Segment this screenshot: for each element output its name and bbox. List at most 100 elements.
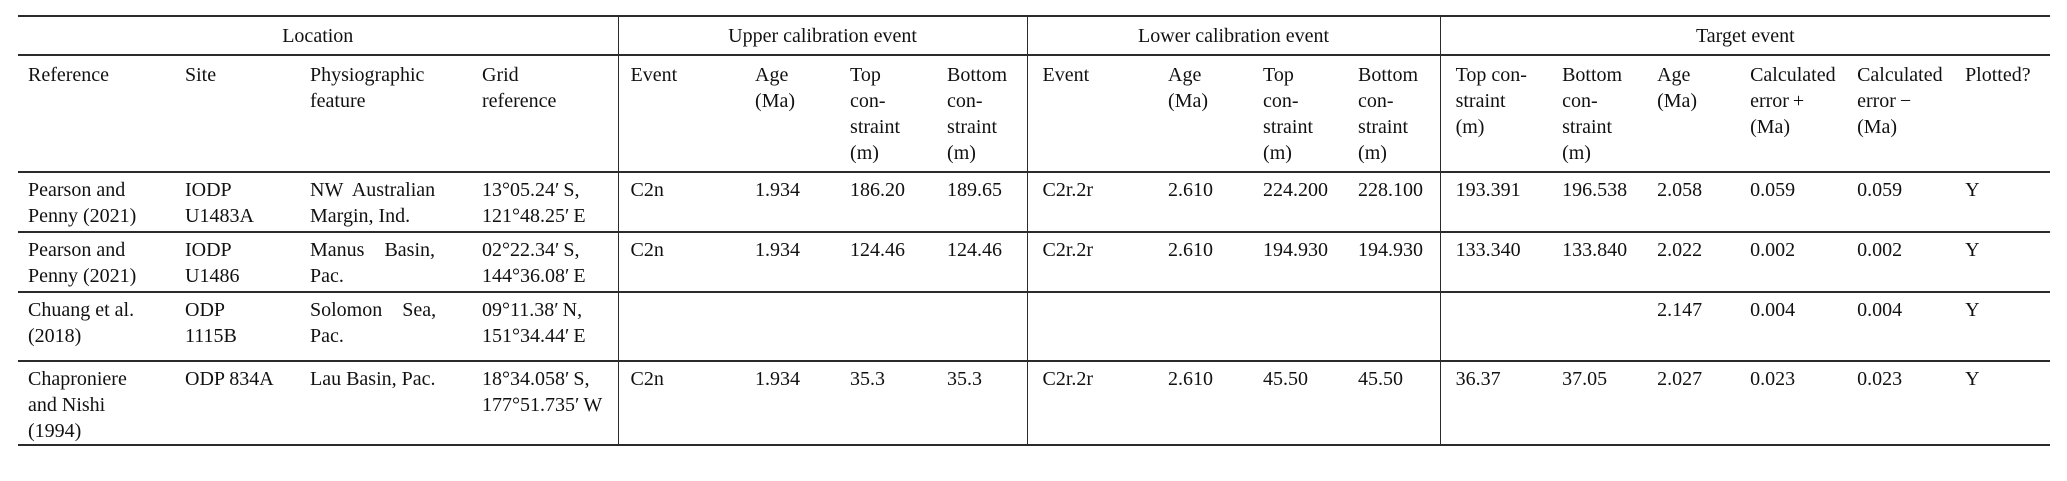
cell-lower-bottom-constraint: 194.930 (1358, 232, 1441, 292)
cell-lower-age (1168, 292, 1263, 361)
col-header-calculated-error-minus: Calculated error − (Ma) (1857, 64, 1943, 138)
cell-upper-bottom-constraint: 124.46 (947, 232, 1028, 292)
cell-upper-age: 1.934 (755, 368, 801, 390)
cell-upper-top-constraint: 35.3 (850, 368, 886, 390)
cell-physiographic-feature: Manus Basin, Pac. (310, 239, 435, 287)
col-header-upper-age: Age (Ma) (755, 64, 796, 112)
col-header-upper-top-constraint: Top con- straint (m) (850, 64, 901, 164)
cell-lower-bottom-constraint: 45.50 (1358, 361, 1441, 445)
cell-target-age: 2.022 (1657, 239, 1703, 261)
table-row: Pearson and Penny (2021) IODP U1483A NW … (18, 172, 2051, 232)
cell-upper-top-constraint: 186.20 (850, 179, 906, 201)
cell-grid-reference: 13°05.24′ S, 121°48.25′ E (482, 172, 619, 232)
cell-reference: Chuang et al. (2018) (28, 299, 135, 347)
table-row: Pearson and Penny (2021) IODP U1486 Manu… (18, 232, 2051, 292)
cell-upper-event: C2n (630, 368, 664, 390)
col-header-target-top-constraint: Top con- straint (m) (1455, 64, 1527, 138)
cell-reference: Pearson and Penny (2021) (28, 239, 137, 287)
cell-lower-age: 2.610 (1168, 179, 1214, 201)
cell-lower-event: C2r.2r (1042, 368, 1094, 390)
table-row: Chuang et al. (2018) ODP 1115B Solomon S… (18, 292, 2051, 361)
cell-grid-reference: 09°11.38′ N, 151°34.44′ E (482, 292, 619, 361)
cell-calculated-error-minus: 0.004 (1857, 299, 1903, 321)
col-header-target-bottom-constraint: Bottom con- straint (m) (1562, 64, 1623, 164)
cell-lower-age: 2.610 (1168, 239, 1214, 261)
cell-plotted: Y (1965, 368, 1980, 390)
cell-calculated-error-plus: 0.059 (1750, 179, 1796, 201)
col-header-upper-bottom-constraint: Bottom con- straint (m) (947, 55, 1028, 172)
cell-target-age: 2.027 (1657, 368, 1703, 390)
cell-target-top-constraint: 36.37 (1455, 368, 1501, 390)
cell-calculated-error-minus: 0.002 (1857, 239, 1903, 261)
cell-lower-bottom-constraint: 228.100 (1358, 172, 1441, 232)
cell-target-top-constraint: 193.391 (1455, 179, 1521, 201)
group-header-location: Location (18, 16, 619, 55)
cell-grid-reference: 02°22.34′ S, 144°36.08′ E (482, 232, 619, 292)
cell-target-top-constraint (1440, 292, 1562, 361)
cell-upper-event (618, 292, 755, 361)
cell-upper-top-constraint (850, 292, 947, 361)
cell-reference: Pearson and Penny (2021) (28, 179, 137, 227)
cell-calculated-error-minus: 0.059 (1857, 179, 1903, 201)
cell-target-bottom-constraint: 133.840 (1562, 239, 1628, 261)
cell-upper-bottom-constraint (947, 292, 1028, 361)
cell-plotted: Y (1965, 239, 1980, 261)
cell-target-bottom-constraint: 37.05 (1562, 368, 1608, 390)
group-header-row: Location Upper calibration event Lower c… (18, 16, 2051, 55)
cell-upper-top-constraint: 124.46 (850, 239, 906, 261)
col-header-lower-age: Age (Ma) (1168, 64, 1209, 112)
cell-lower-event (1027, 292, 1168, 361)
cell-upper-age: 1.934 (755, 239, 801, 261)
cell-calculated-error-minus: 0.023 (1857, 368, 1903, 390)
calibration-events-table: Location Upper calibration event Lower c… (18, 15, 2051, 446)
cell-site: IODP U1486 (185, 239, 240, 287)
col-header-physiographic-feature: Physiographic feature (310, 64, 425, 112)
cell-upper-bottom-constraint: 35.3 (947, 361, 1028, 445)
cell-target-top-constraint: 133.340 (1455, 239, 1521, 261)
cell-plotted: Y (1965, 179, 1980, 201)
cell-lower-top-constraint: 194.930 (1263, 239, 1329, 261)
cell-site: ODP 834A (185, 368, 274, 390)
col-header-lower-event: Event (1042, 64, 1090, 86)
cell-calculated-error-plus: 0.002 (1750, 239, 1796, 261)
cell-target-bottom-constraint (1562, 292, 1657, 361)
group-header-upper-calibration-event: Upper calibration event (618, 16, 1028, 55)
col-header-site: Site (185, 64, 217, 86)
cell-lower-event: C2r.2r (1042, 179, 1094, 201)
col-header-upper-event: Event (630, 64, 678, 86)
col-header-grid-reference: Grid reference (482, 55, 619, 172)
cell-site: ODP 1115B (185, 299, 237, 347)
cell-reference: Chaproniere and Nishi (1994) (28, 368, 127, 442)
cell-calculated-error-plus: 0.004 (1750, 299, 1796, 321)
col-header-lower-top-constraint: Top con- straint (m) (1263, 64, 1314, 164)
table-row: Chaproniere and Nishi (1994) ODP 834A La… (18, 361, 2051, 445)
cell-target-age: 2.147 (1657, 299, 1703, 321)
group-header-lower-calibration-event: Lower calibration event (1027, 16, 1441, 55)
col-header-target-age: Age (Ma) (1657, 64, 1698, 112)
col-header-reference: Reference (28, 64, 110, 86)
cell-lower-top-constraint (1263, 292, 1358, 361)
cell-lower-bottom-constraint (1358, 292, 1441, 361)
col-header-calculated-error-plus: Calculated error + (Ma) (1750, 64, 1836, 138)
cell-physiographic-feature: Lau Basin, Pac. (310, 368, 436, 390)
column-header-row: Reference Site Physiographic feature Gri… (18, 55, 2051, 172)
cell-calculated-error-plus: 0.023 (1750, 368, 1796, 390)
cell-target-age: 2.058 (1657, 179, 1703, 201)
col-header-lower-bottom-constraint: Bottom con- straint (m) (1358, 55, 1441, 172)
cell-lower-event: C2r.2r (1042, 239, 1094, 261)
cell-plotted: Y (1965, 299, 1980, 321)
cell-physiographic-feature: NW Australian Margin, Ind. (310, 179, 436, 227)
cell-lower-age: 2.610 (1168, 368, 1214, 390)
cell-grid-reference: 18°34.058′ S, 177°51.735′ W (482, 361, 619, 445)
cell-target-bottom-constraint: 196.538 (1562, 179, 1628, 201)
col-header-plotted: Plotted? (1965, 64, 2031, 86)
cell-upper-bottom-constraint: 189.65 (947, 172, 1028, 232)
cell-lower-top-constraint: 45.50 (1263, 368, 1309, 390)
group-header-target-event: Target event (1695, 24, 1795, 47)
cell-upper-age: 1.934 (755, 179, 801, 201)
cell-lower-top-constraint: 224.200 (1263, 179, 1329, 201)
cell-upper-event: C2n (630, 179, 664, 201)
cell-physiographic-feature: Solomon Sea, Pac. (310, 299, 437, 347)
cell-upper-event: C2n (630, 239, 664, 261)
